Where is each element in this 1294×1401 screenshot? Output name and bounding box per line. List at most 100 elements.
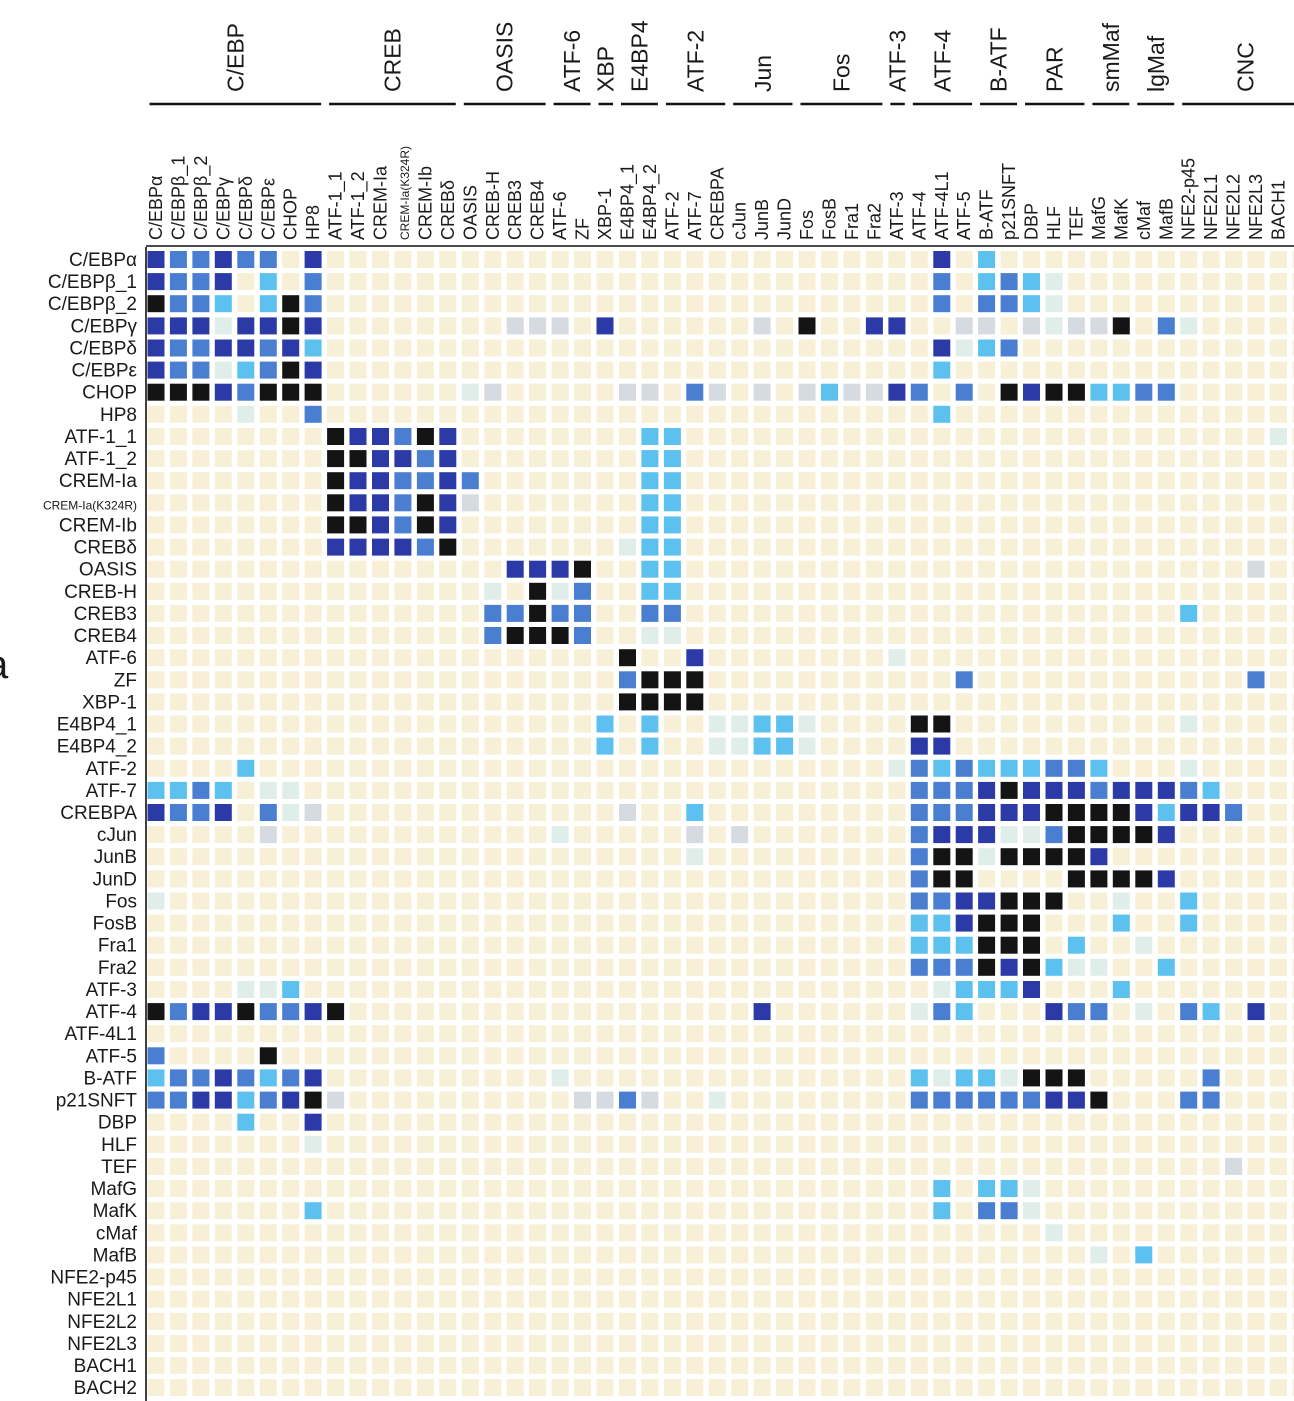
heatmap-cell [753, 472, 771, 490]
heatmap-cell [327, 1224, 345, 1242]
heatmap-cell [506, 383, 524, 401]
heatmap-cell [304, 1224, 322, 1242]
heatmap-cell [147, 1334, 165, 1352]
heatmap-cell [416, 1157, 434, 1175]
heatmap-cell [147, 1003, 165, 1021]
column-group-label: B-ATF [986, 27, 1012, 92]
heatmap-cell [821, 1180, 838, 1197]
heatmap-cell [1157, 295, 1175, 313]
heatmap-cell [506, 914, 524, 932]
heatmap-cell [865, 1003, 883, 1021]
heatmap-cell [753, 1224, 771, 1242]
heatmap-cell [551, 604, 569, 622]
heatmap-cell [619, 1135, 636, 1153]
heatmap-cell [1090, 1069, 1108, 1087]
heatmap-cell [237, 870, 255, 888]
heatmap-cell [372, 826, 389, 844]
heatmap-cell [237, 1025, 255, 1043]
heatmap-cell [1180, 759, 1198, 777]
heatmap-cell [237, 649, 255, 667]
heatmap-cell [327, 1202, 345, 1220]
heatmap-cell [596, 1003, 614, 1021]
heatmap-cell [506, 516, 524, 534]
heatmap-cell [1090, 538, 1108, 556]
heatmap-cell [1090, 317, 1108, 335]
heatmap-cell [686, 892, 704, 910]
heatmap-cell [304, 693, 322, 711]
heatmap-cell [192, 494, 210, 512]
heatmap-cell [1157, 604, 1175, 622]
heatmap-cell [529, 1290, 547, 1308]
column-label: ATF-6 [550, 191, 570, 240]
heatmap-cell [169, 1334, 187, 1352]
heatmap-cell [821, 1091, 838, 1109]
heatmap-cell [1225, 1180, 1243, 1197]
heatmap-cell [529, 936, 547, 954]
heatmap-cell [439, 1180, 457, 1197]
heatmap-cell [663, 804, 681, 821]
heatmap-cell [282, 273, 300, 291]
heatmap-cell [663, 1224, 681, 1242]
heatmap-cell [753, 295, 771, 313]
heatmap-cell [753, 627, 771, 644]
heatmap-cell [910, 273, 928, 291]
heatmap-cell [821, 627, 838, 644]
heatmap-cell [843, 582, 861, 600]
heatmap-cell [237, 958, 255, 976]
heatmap-cell [910, 1069, 928, 1087]
heatmap-cell [776, 428, 794, 445]
heatmap-cell [461, 1113, 479, 1131]
heatmap-cell [214, 516, 232, 534]
heatmap-cell [237, 1246, 255, 1264]
heatmap-cell [304, 317, 322, 335]
heatmap-cell [484, 273, 502, 291]
heatmap-cell [304, 604, 322, 622]
heatmap-cell [1180, 981, 1198, 998]
heatmap-cell [708, 781, 726, 799]
heatmap-cell [169, 317, 187, 335]
heatmap-cell [1202, 383, 1220, 401]
heatmap-cell [1292, 383, 1294, 401]
heatmap-cell [641, 936, 659, 954]
row-label: DBP [98, 1113, 137, 1134]
heatmap-cell [372, 1202, 389, 1220]
heatmap-cell [641, 759, 659, 777]
heatmap-cell [439, 804, 457, 821]
heatmap-cell [349, 538, 367, 556]
heatmap-cell [619, 472, 636, 490]
heatmap-cell [843, 317, 861, 335]
heatmap-cell [439, 1334, 457, 1352]
heatmap-cell [596, 715, 614, 733]
heatmap-cell [551, 981, 569, 998]
heatmap-cell [461, 383, 479, 401]
heatmap-cell [978, 1202, 996, 1220]
heatmap-cell [214, 472, 232, 490]
heatmap-cell [214, 649, 232, 667]
heatmap-cell [1090, 1290, 1108, 1308]
heatmap-cell [1202, 405, 1220, 423]
heatmap-cell [933, 428, 951, 445]
heatmap-cell [461, 1246, 479, 1264]
heatmap-cell [753, 649, 771, 667]
heatmap-cell [1067, 317, 1085, 335]
heatmap-cell [147, 604, 165, 622]
heatmap-cell [843, 826, 861, 844]
heatmap-cell [147, 914, 165, 932]
heatmap-cell [214, 1268, 232, 1286]
heatmap-cell [843, 516, 861, 534]
heatmap-cell [574, 405, 591, 423]
heatmap-cell [888, 1135, 906, 1153]
heatmap-cell [798, 604, 816, 622]
heatmap-cell [619, 428, 636, 445]
heatmap-cell [1247, 339, 1265, 357]
heatmap-cell [416, 560, 434, 578]
heatmap-cell [439, 649, 457, 667]
heatmap-cell [1292, 361, 1294, 379]
heatmap-cell [304, 892, 322, 910]
heatmap-cell [1112, 604, 1130, 622]
heatmap-cell [1135, 759, 1153, 777]
heatmap-cell [349, 516, 367, 534]
heatmap-cell [192, 693, 210, 711]
heatmap-cell [1023, 1379, 1040, 1397]
heatmap-cell [1023, 958, 1040, 976]
